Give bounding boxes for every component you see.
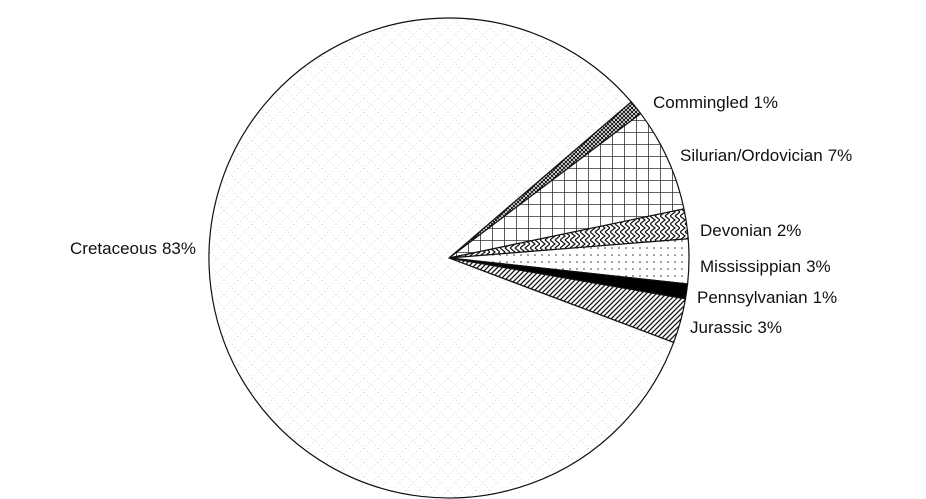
category-name: Devonian xyxy=(700,221,772,240)
slice-label: Silurian/Ordovician 7% xyxy=(680,146,852,165)
slice-label: Commingled 1% xyxy=(653,93,778,112)
category-name: Pennsylvanian xyxy=(697,288,808,307)
value-label: 7% xyxy=(828,146,853,165)
category-name: Jurassic xyxy=(690,318,753,337)
category-name: Mississippian xyxy=(700,257,801,276)
pie-slice xyxy=(208,17,675,499)
value-label: 1% xyxy=(753,93,778,112)
value-label: 3% xyxy=(806,257,831,276)
category-name: Commingled xyxy=(653,93,748,112)
value-label: 2% xyxy=(777,221,802,240)
value-label: 1% xyxy=(813,288,838,307)
value-label: 3% xyxy=(757,318,782,337)
slice-label: Devonian 2% xyxy=(700,221,801,240)
slice-label: Pennsylvanian 1% xyxy=(697,288,837,307)
category-name: Cretaceous xyxy=(70,239,157,258)
pie-slice xyxy=(448,112,685,259)
slice-label: Cretaceous 83% xyxy=(70,239,196,258)
slice-label: Mississippian 3% xyxy=(700,257,831,276)
slice-label: Jurassic 3% xyxy=(690,318,782,337)
category-name: Silurian/Ordovician xyxy=(680,146,823,165)
value-label: 83% xyxy=(162,239,196,258)
